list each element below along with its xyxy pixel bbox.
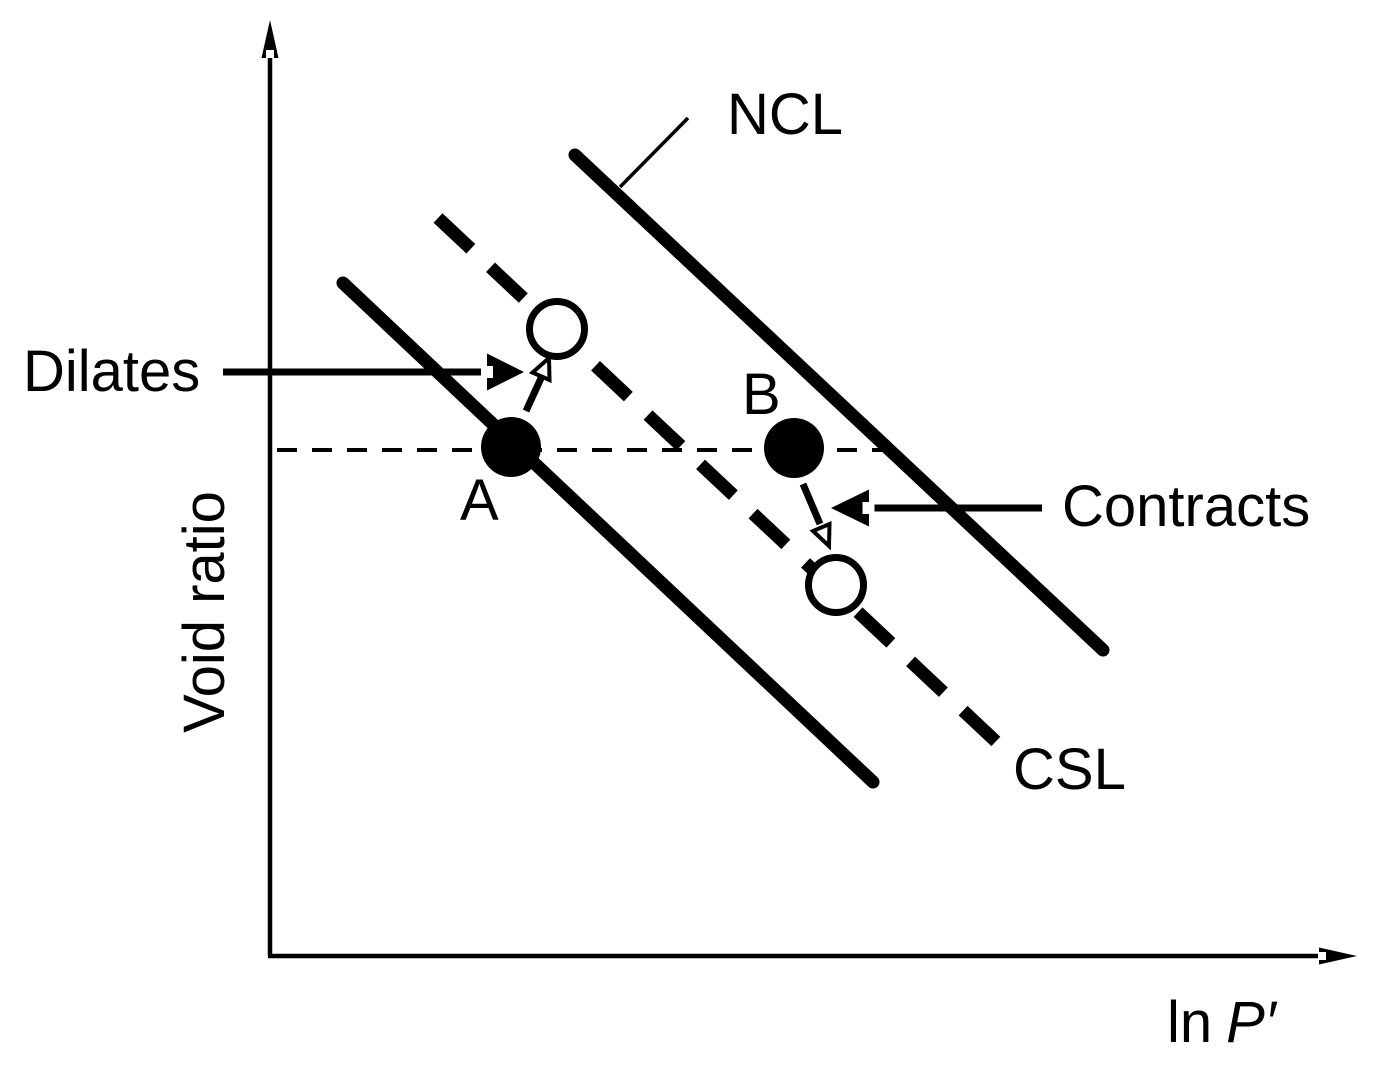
point-b-path-arrowhead-icon: [809, 520, 832, 551]
x-axis-label: ln P′: [1167, 990, 1278, 1055]
y-axis-arrow-notch: [266, 50, 274, 58]
contracts-arrowhead-icon: [831, 489, 869, 527]
point-a-label: A: [460, 468, 499, 533]
point-a-marker: [481, 417, 541, 477]
ncl-leader-line: [618, 116, 690, 189]
contracts-label: Contracts: [1062, 474, 1310, 539]
y-axis-label: Void ratio: [172, 491, 237, 733]
contracts-arrow-notch: [862, 502, 875, 514]
point-b-critical-marker: [805, 554, 867, 616]
point-a-path-arrow-shaft: [522, 374, 546, 413]
y-axis-arrowhead-icon: [261, 20, 279, 58]
ncl-line: [568, 148, 1110, 657]
dilates-label: Dilates: [23, 339, 200, 404]
point-b-path-arrow-shaft: [799, 482, 824, 526]
point-b-label: B: [742, 362, 781, 427]
ncl-label: NCL: [727, 82, 843, 147]
point-a-path-arrowhead-icon: [528, 353, 552, 384]
dilates-arrowhead-icon: [487, 353, 524, 391]
csl-line: [433, 213, 1010, 755]
x-axis-arrow-notch: [1318, 952, 1326, 960]
csl-label: CSL: [1013, 737, 1126, 802]
left-solid-line: [336, 276, 880, 789]
point-b-marker: [764, 418, 824, 478]
point-a-critical-marker: [526, 298, 588, 360]
dilates-arrow-notch: [481, 366, 493, 378]
x-axis-label-symbol: P′: [1226, 990, 1278, 1055]
x-axis-label-prefix: ln: [1167, 990, 1212, 1055]
x-axis-arrowhead-icon: [1319, 947, 1357, 965]
